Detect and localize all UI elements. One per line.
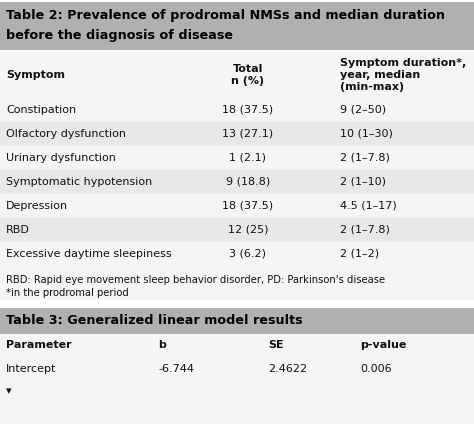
Text: before the diagnosis of disease: before the diagnosis of disease bbox=[6, 28, 233, 42]
Text: 18 (37.5): 18 (37.5) bbox=[222, 105, 273, 115]
Text: 13 (27.1): 13 (27.1) bbox=[222, 129, 273, 139]
Text: Table 3: Generalized linear model results: Table 3: Generalized linear model result… bbox=[6, 315, 302, 327]
Text: 2.4622: 2.4622 bbox=[268, 364, 307, 374]
Text: Constipation: Constipation bbox=[6, 105, 76, 115]
Text: p-value: p-value bbox=[360, 340, 406, 350]
Text: Depression: Depression bbox=[6, 201, 68, 211]
Text: Table 2: Prevalence of prodromal NMSs and median duration: Table 2: Prevalence of prodromal NMSs an… bbox=[6, 8, 445, 22]
Text: *in the prodromal period: *in the prodromal period bbox=[6, 288, 129, 298]
Text: RBD: Rapid eye movement sleep behavior disorder, PD: Parkinson's disease: RBD: Rapid eye movement sleep behavior d… bbox=[6, 275, 385, 285]
Text: b: b bbox=[158, 340, 166, 350]
Text: 18 (37.5): 18 (37.5) bbox=[222, 201, 273, 211]
Text: 2 (1–7.8): 2 (1–7.8) bbox=[340, 153, 390, 163]
Bar bbox=[0, 356, 474, 382]
Bar bbox=[0, 382, 474, 424]
Text: Symptom duration*,
year, median
(min-max): Symptom duration*, year, median (min-max… bbox=[340, 58, 466, 92]
Bar bbox=[0, 334, 474, 356]
Bar bbox=[0, 122, 474, 146]
Text: 1 (2.1): 1 (2.1) bbox=[229, 153, 266, 163]
Bar bbox=[0, 98, 474, 122]
Text: RBD: RBD bbox=[6, 225, 30, 235]
Bar bbox=[0, 52, 474, 98]
Text: -6.744: -6.744 bbox=[158, 364, 194, 374]
Bar bbox=[0, 194, 474, 218]
Bar bbox=[0, 242, 474, 266]
Text: Urinary dysfunction: Urinary dysfunction bbox=[6, 153, 116, 163]
Text: Excessive daytime sleepiness: Excessive daytime sleepiness bbox=[6, 249, 172, 259]
Text: Total
n (%): Total n (%) bbox=[231, 64, 264, 86]
Text: Symptomatic hypotension: Symptomatic hypotension bbox=[6, 177, 152, 187]
Text: ▾: ▾ bbox=[6, 386, 12, 396]
Bar bbox=[0, 2, 474, 50]
Text: 3 (6.2): 3 (6.2) bbox=[229, 249, 266, 259]
Bar bbox=[0, 146, 474, 170]
Text: 2 (1–7.8): 2 (1–7.8) bbox=[340, 225, 390, 235]
Bar bbox=[0, 218, 474, 242]
Bar bbox=[0, 170, 474, 194]
Text: Olfactory dysfunction: Olfactory dysfunction bbox=[6, 129, 126, 139]
Bar bbox=[0, 308, 474, 334]
Text: 2 (1–2): 2 (1–2) bbox=[340, 249, 379, 259]
Bar bbox=[0, 300, 474, 308]
Text: 2 (1–10): 2 (1–10) bbox=[340, 177, 386, 187]
Text: 9 (18.8): 9 (18.8) bbox=[226, 177, 270, 187]
Bar bbox=[0, 266, 474, 300]
Text: Parameter: Parameter bbox=[6, 340, 72, 350]
Text: Intercept: Intercept bbox=[6, 364, 56, 374]
Text: 9 (2–50): 9 (2–50) bbox=[340, 105, 386, 115]
Text: 4.5 (1–17): 4.5 (1–17) bbox=[340, 201, 397, 211]
Text: 10 (1–30): 10 (1–30) bbox=[340, 129, 393, 139]
Text: SE: SE bbox=[268, 340, 283, 350]
Text: 0.006: 0.006 bbox=[360, 364, 392, 374]
Text: Symptom: Symptom bbox=[6, 70, 65, 80]
Text: 12 (25): 12 (25) bbox=[228, 225, 268, 235]
